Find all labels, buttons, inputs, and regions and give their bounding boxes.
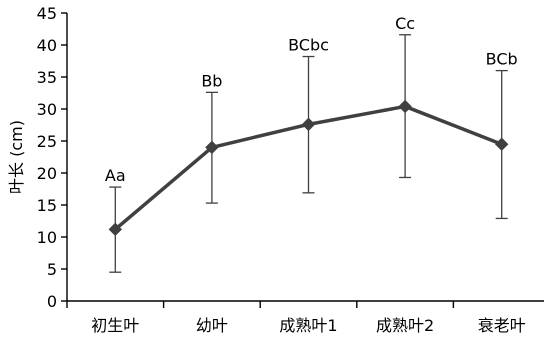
data-point	[301, 117, 316, 132]
significance-label: BCbc	[288, 36, 329, 55]
y-tick-label: 20	[37, 164, 57, 183]
y-axis: 0 5 10 15 20 25 30 35 40 45	[37, 4, 68, 311]
significance-label: Cc	[395, 14, 415, 33]
error-bars	[109, 34, 508, 273]
x-tick-label: 成熟叶1	[279, 316, 337, 335]
x-tick-label: 成熟叶2	[376, 316, 434, 335]
x-axis: 初生叶 幼叶 成熟叶1 成熟叶2 衰老叶	[66, 300, 544, 335]
y-tick-label: 15	[37, 196, 57, 215]
significance-label: Bb	[201, 71, 222, 90]
significance-labels: Aa Bb BCbc Cc BCb	[105, 14, 518, 185]
data-point	[494, 137, 509, 151]
y-tick-label: 40	[37, 36, 57, 55]
x-tick-label: 衰老叶	[478, 316, 526, 335]
y-tick-label: 30	[37, 100, 57, 119]
y-tick-label: 0	[47, 292, 57, 311]
data-markers	[108, 99, 509, 237]
data-point	[398, 99, 412, 114]
y-tick-label: 5	[47, 260, 57, 279]
y-tick-label: 25	[37, 132, 57, 151]
data-point	[108, 222, 123, 237]
significance-label: Aa	[105, 166, 126, 185]
x-tick-label: 幼叶	[196, 316, 228, 335]
y-axis-label: 叶长 (cm)	[7, 120, 26, 194]
x-tick-label: 初生叶	[91, 316, 139, 335]
y-tick-label: 45	[37, 4, 57, 23]
data-point	[205, 140, 219, 155]
y-tick-label: 10	[37, 228, 57, 247]
significance-label: BCb	[486, 50, 518, 69]
y-tick-label: 35	[37, 68, 57, 87]
